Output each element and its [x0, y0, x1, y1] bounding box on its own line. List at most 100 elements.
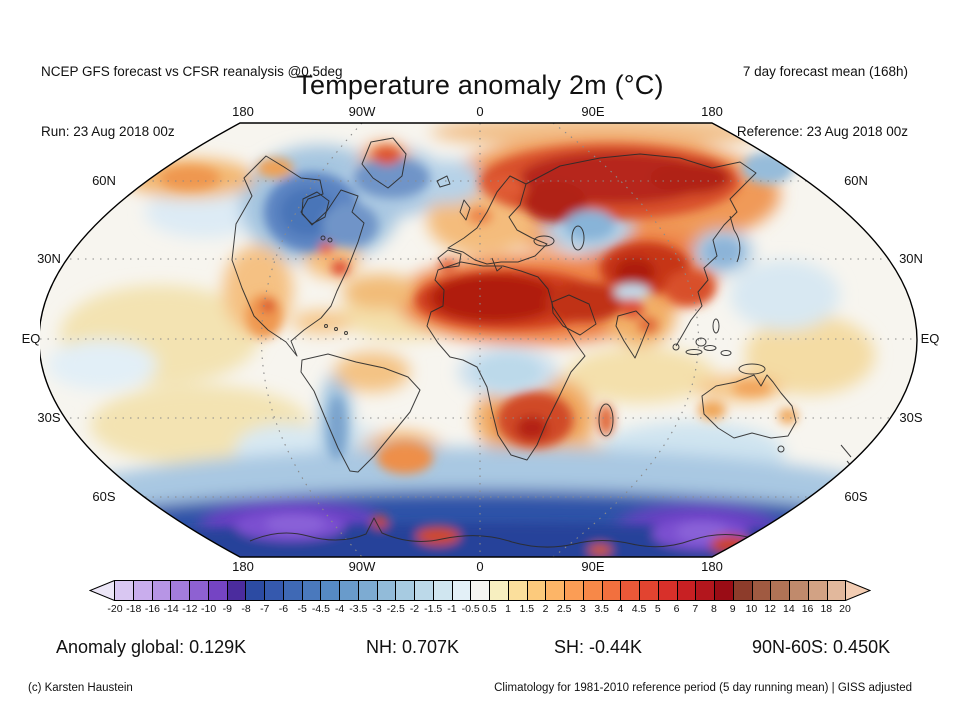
- colorbar-tick-label: -4.5: [311, 603, 330, 615]
- colorbar-right-arrow: [845, 580, 871, 601]
- colorbar-tick-label: 6: [673, 603, 680, 615]
- colorbar-tick-label: 20: [839, 603, 851, 615]
- colorbar-tick-label: -0.5: [461, 603, 480, 615]
- colorbar-cell: [639, 581, 658, 600]
- colorbar-cell: [526, 581, 546, 600]
- colorbar-cell: [320, 581, 339, 600]
- graticule-lines: [40, 123, 917, 557]
- stat-sh: SH: -0.44K: [554, 637, 643, 657]
- colorbar-cell: [207, 581, 227, 600]
- colorbar-tick-label: 14: [783, 603, 795, 615]
- lat-label-right-30s: 30S: [899, 410, 923, 425]
- climatology-note: Climatology for 1981-2010 reference peri…: [494, 682, 912, 694]
- colorbar-tick-label: 5: [654, 603, 661, 615]
- lon-label-bottom-0: 0: [476, 559, 484, 574]
- colorbar-cell: [676, 581, 696, 600]
- colorbar-cell: [414, 581, 433, 600]
- colorbar-cell: [770, 581, 789, 600]
- colorbar-cell: [789, 581, 808, 600]
- colorbar-cell: [732, 581, 752, 600]
- colorbar-cell: [751, 581, 771, 600]
- stat-global: Anomaly global: 0.129K: [56, 637, 247, 657]
- colorbar-tick-label: -1.5: [424, 603, 443, 615]
- colorbar-tick-label: -7: [260, 603, 270, 615]
- colorbar-tick-label: -2.5: [386, 603, 405, 615]
- colorbar-tick-label: 3: [580, 603, 586, 615]
- colorbar-tick-label: -3: [372, 603, 382, 615]
- colorbar-cell: [189, 581, 208, 600]
- colorbar-tick-label: -1: [447, 603, 457, 615]
- colorbar-cell: [695, 581, 714, 600]
- lon-label-bottom-90e: 90E: [581, 559, 605, 574]
- colorbar-cell: [339, 581, 358, 600]
- lon-label-bottom-180e: 180: [701, 559, 723, 574]
- lat-label-left-60s: 60S: [92, 489, 116, 504]
- stat-90n-60s: 90N-60S: 0.450K: [752, 637, 891, 657]
- colorbar-cell: [826, 581, 846, 600]
- colorbar-tick-label: 18: [820, 603, 833, 615]
- colorbar-cell: [170, 581, 189, 600]
- lon-label-bottom-180w: 180: [232, 559, 254, 574]
- colorbar-tick-label: 1: [505, 603, 511, 615]
- lat-label-right-eq: EQ: [920, 331, 940, 346]
- header-left: NCEP GFS forecast vs CFSR reanalysis @0.…: [41, 22, 343, 162]
- colorbar-cell: [807, 581, 827, 600]
- colorbar-cell: [714, 581, 733, 600]
- lat-label-left-60n: 60N: [92, 173, 116, 188]
- stat-nh: NH: 0.707K: [366, 637, 460, 657]
- colorbar-tick-label: -8: [241, 603, 251, 615]
- colorbar-cell: [226, 581, 246, 600]
- colorbar-cell: [115, 581, 133, 600]
- colorbar-tick-label: 4: [617, 603, 624, 615]
- colorbar-cell: [151, 581, 171, 600]
- colorbar-tick-label: 2: [542, 603, 549, 615]
- colorbar-tick-label: 8: [711, 603, 717, 615]
- colorbar-tick-label: -20: [107, 603, 123, 615]
- lat-label-right-60n: 60N: [844, 173, 868, 188]
- colorbar-cell: [357, 581, 377, 600]
- colorbar-cell: [432, 581, 452, 600]
- lat-label-left-30n: 30N: [37, 251, 61, 266]
- colorbar-tick-label: 3.5: [594, 603, 609, 615]
- colorbar-cell: [301, 581, 321, 600]
- colorbar-tick-label: 0.5: [482, 603, 497, 615]
- lon-label-top-90w: 90W: [348, 104, 376, 119]
- copyright-credit: (c) Karsten Haustein: [28, 682, 133, 694]
- lat-label-left-30s: 30S: [37, 410, 61, 425]
- world-map: [40, 122, 918, 558]
- colorbar-tick-label: 10: [745, 603, 758, 615]
- colorbar-tick-label: 9: [729, 603, 736, 615]
- anomaly-field-cores: [60, 144, 900, 557]
- lon-label-top-90e: 90E: [581, 104, 605, 119]
- coastlines-layer: [231, 137, 858, 548]
- reference-date: Reference: 23 Aug 2018 00z: [736, 124, 908, 139]
- forecast-mean-label: 7 day forecast mean (168h): [742, 64, 908, 79]
- colorbar-tick-label: 16: [801, 603, 814, 615]
- colorbar-tick-label: -9: [222, 603, 232, 615]
- colorbar-tick-label: 12: [764, 603, 776, 615]
- colorbar: -20 -18 -16 -14 -12 -10 -9 -8 -7 -6 -5 -4.5 -4 -3.5 -3…: [89, 580, 871, 618]
- colorbar-tick-label: 7: [692, 603, 699, 615]
- colorbar-tick-label: -10: [200, 603, 217, 615]
- colorbar-left-arrow: [89, 580, 115, 601]
- colorbar-cell: [264, 581, 283, 600]
- header-right: 7 day forecast mean (168h) Reference: 23…: [737, 22, 908, 162]
- colorbar-tick-label: 4.5: [631, 603, 647, 615]
- colorbar-cell: [601, 581, 621, 600]
- colorbar-tick-label: -3.5: [349, 603, 368, 615]
- colorbar-cell: [489, 581, 508, 600]
- model-run-date: Run: 23 Aug 2018 00z: [41, 124, 175, 139]
- colorbar-ticks: -20 -18 -16 -14 -12 -10 -9 -8 -7 -6 -5 -4.5 -4 -3.5 -3…: [107, 603, 850, 618]
- colorbar-tick-label: 1.5: [519, 603, 535, 615]
- colorbar-tick-label: -2: [409, 603, 420, 615]
- colorbar-tick-label: -16: [144, 603, 161, 615]
- colorbar-cell: [282, 581, 302, 600]
- map-outline: [40, 122, 918, 558]
- colorbar-tick-label: 2.5: [556, 603, 572, 615]
- colorbar-tick-label: -6: [278, 603, 289, 615]
- colorbar-cell: [620, 581, 639, 600]
- lon-label-top-180w: 180: [232, 104, 254, 119]
- colorbar-cells: [115, 580, 846, 601]
- lon-label-bottom-90w: 90W: [348, 559, 376, 574]
- colorbar-cell: [132, 581, 152, 600]
